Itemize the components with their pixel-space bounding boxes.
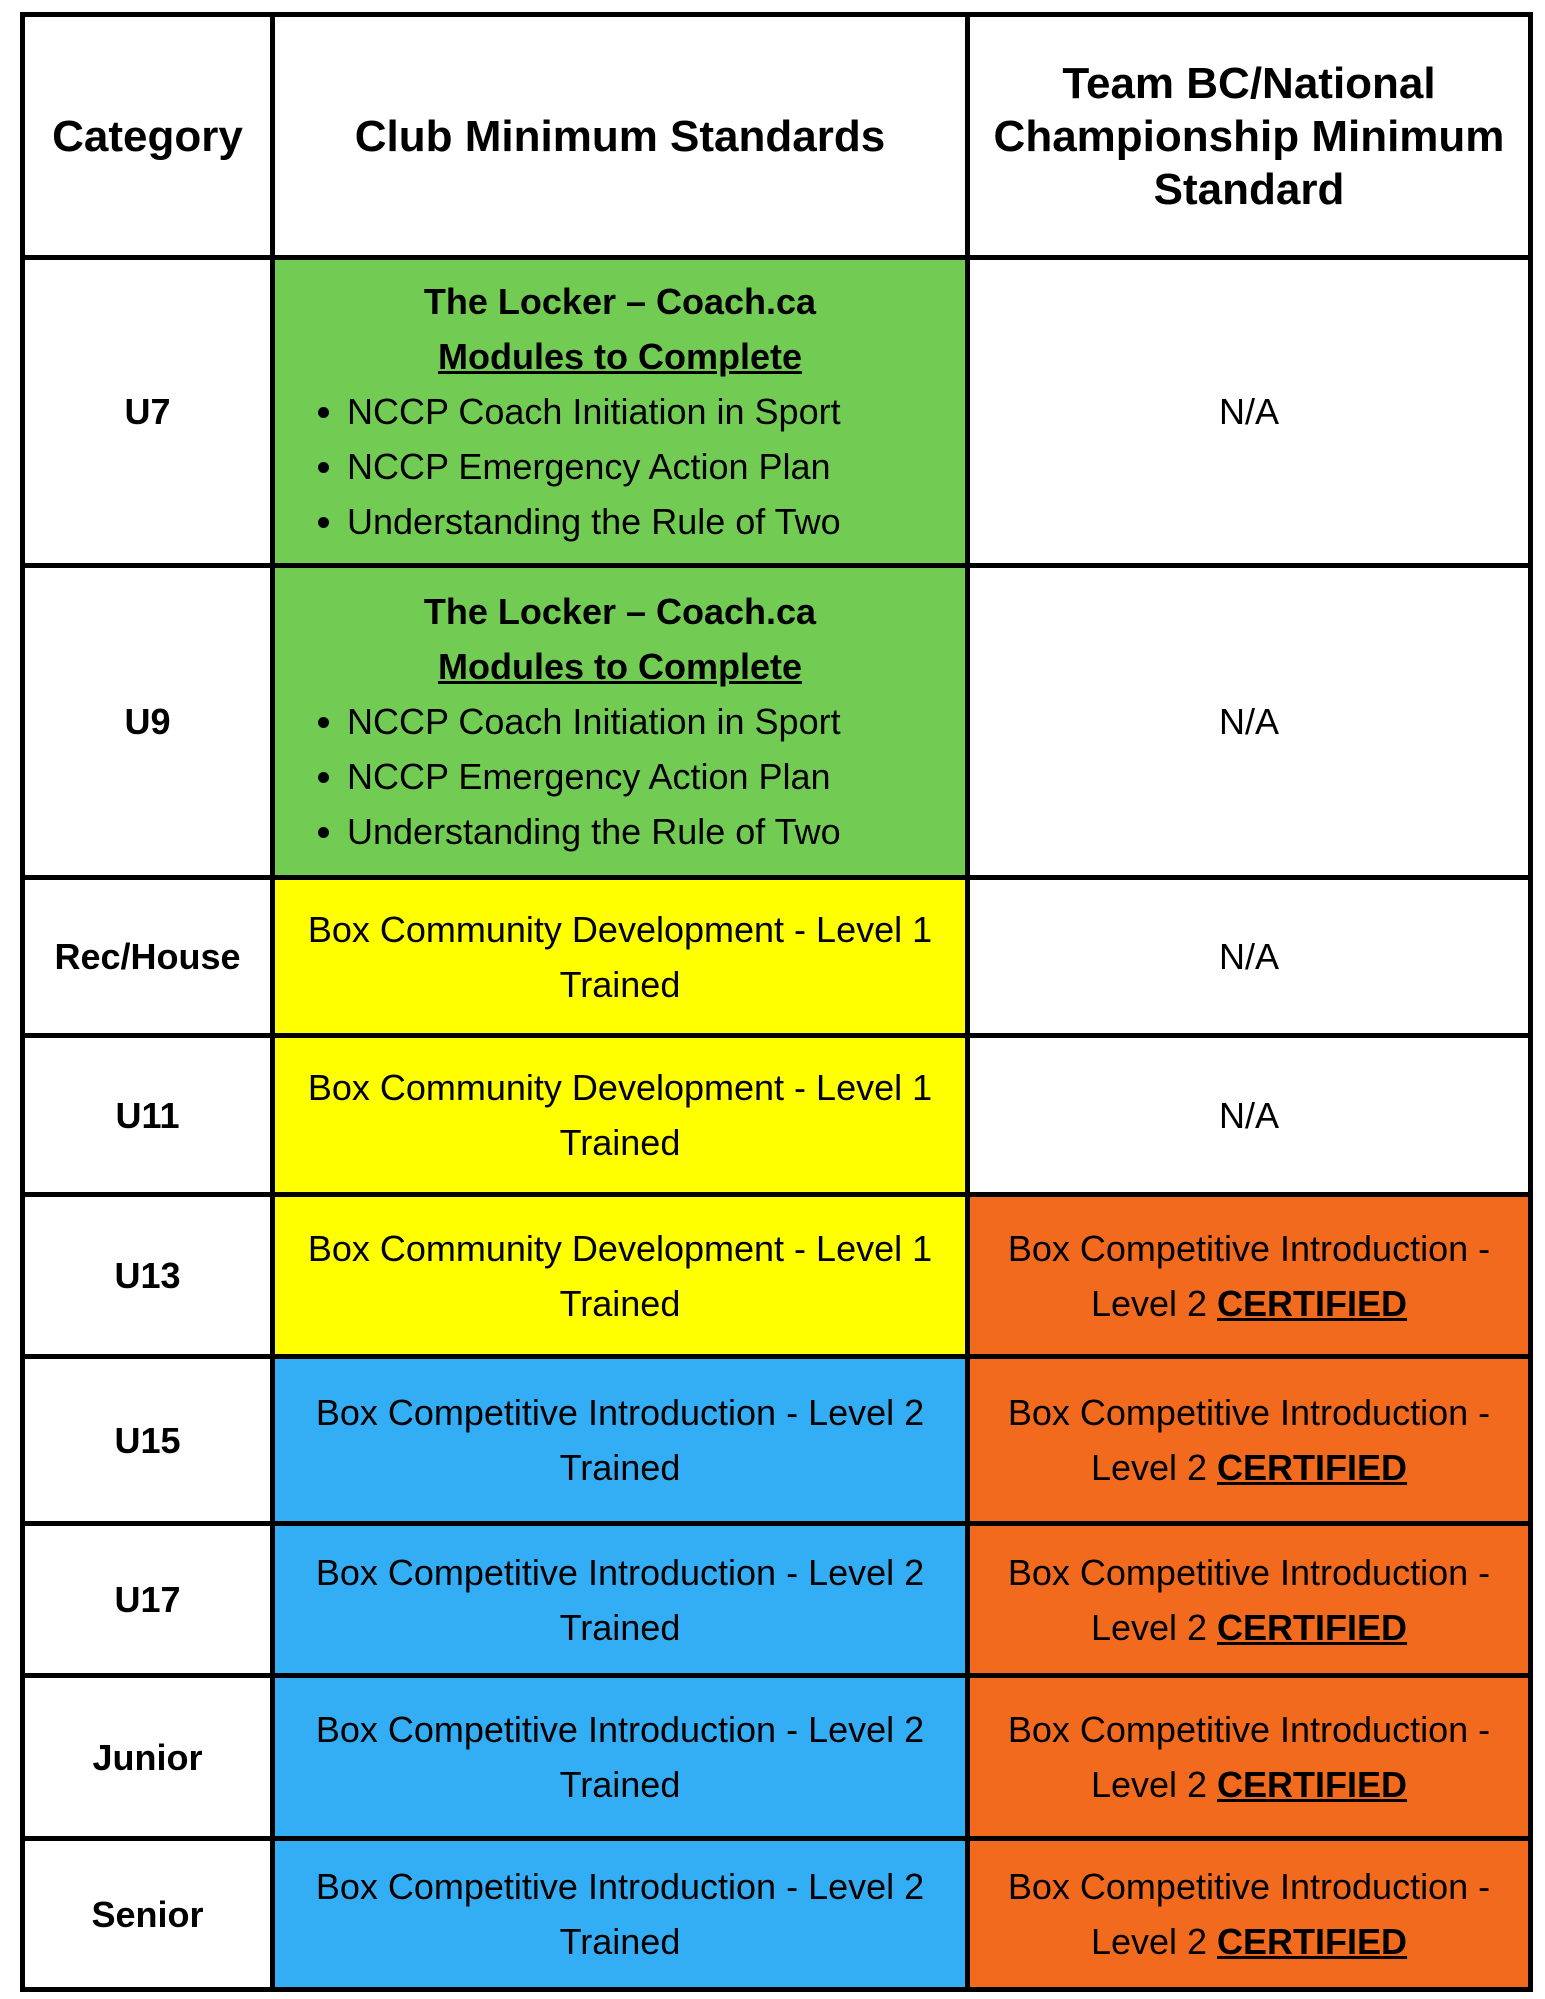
module-bullet: Understanding the Rule of Two: [347, 804, 963, 859]
club-standard-cell: The Locker – Coach.ca Modules to Complete…: [270, 563, 970, 880]
header-row: Category Club Minimum Standards Team BC/…: [20, 12, 1533, 260]
cell-text: Box Competitive Introduction - Level 2 T…: [315, 1392, 925, 1488]
table-row: Junior Box Competitive Introduction - Lev…: [20, 1673, 1533, 1841]
module-bullet: Understanding the Rule of Two: [347, 494, 963, 549]
module-bullet: NCCP Emergency Action Plan: [347, 749, 963, 804]
club-standard-cell: Box Competitive Introduction - Level 2 T…: [270, 1836, 970, 1992]
module-bullet: NCCP Coach Initiation in Sport: [347, 384, 963, 439]
coaching-standards-table: Category Club Minimum Standards Team BC/…: [20, 12, 1533, 1992]
module-bullet: NCCP Coach Initiation in Sport: [347, 694, 963, 749]
team-standard-cell: N/A: [965, 1033, 1533, 1197]
header-team-bc-standard: Team BC/National Championship Minimum St…: [965, 12, 1533, 260]
modules-subtitle: Modules to Complete: [437, 646, 802, 687]
cell-text: Box Competitive Introduction - Level 2 C…: [1008, 1552, 1490, 1648]
club-standard-cell: Box Community Development - Level 1 Trai…: [270, 1033, 970, 1197]
cell-text: Box Community Development - Level 1 Trai…: [307, 908, 933, 1005]
table-row: U13 Box Community Development - Level 1 T…: [20, 1192, 1533, 1359]
modules-block: The Locker – Coach.ca Modules to Complete…: [278, 584, 963, 859]
certified-prefix: Box Competitive Introduction - Level 2: [1007, 1866, 1491, 1962]
table-row: Rec/House Box Community Development - Lev…: [20, 875, 1533, 1038]
club-standard-cell: Box Competitive Introduction - Level 2 T…: [270, 1521, 970, 1678]
table-row: U9 The Locker – Coach.ca Modules to Comple…: [20, 563, 1533, 880]
club-standard-cell: Box Community Development - Level 1 Trai…: [270, 1192, 970, 1359]
club-standard-cell: Box Competitive Introduction - Level 2 T…: [270, 1354, 970, 1526]
cell-text: Box Community Development - Level 1 Trai…: [307, 1227, 933, 1324]
modules-list: NCCP Coach Initiation in SportNCCP Emerg…: [278, 384, 963, 549]
certified-prefix: Box Competitive Introduction - Level 2: [1007, 1392, 1491, 1488]
certified-label: CERTIFIED: [1217, 1282, 1408, 1324]
cell-text: Box Competitive Introduction - Level 2 T…: [315, 1551, 925, 1648]
locker-title: The Locker – Coach.ca: [423, 591, 817, 632]
modules-block: The Locker – Coach.ca Modules to Complete…: [278, 274, 963, 549]
category-cell: Senior: [20, 1836, 275, 1992]
cell-text: Box Competitive Introduction - Level 2 T…: [315, 1709, 925, 1805]
cell-text: Box Competitive Introduction - Level 2 T…: [315, 1866, 925, 1962]
certified-label: CERTIFIED: [1217, 1447, 1408, 1488]
modules-subtitle: Modules to Complete: [437, 336, 802, 377]
category-cell: U13: [20, 1192, 275, 1359]
certified-label: CERTIFIED: [1217, 1606, 1408, 1648]
category-cell: U9: [20, 563, 275, 880]
club-standard-cell: Box Competitive Introduction - Level 2 T…: [270, 1673, 970, 1841]
cell-text: Box Competitive Introduction - Level 2 C…: [1008, 1866, 1490, 1962]
cell-text: N/A: [1218, 1094, 1279, 1136]
team-standard-cell: Box Competitive Introduction - Level 2 C…: [965, 1836, 1533, 1992]
team-standard-cell: N/A: [965, 255, 1533, 568]
team-standard-cell: N/A: [965, 875, 1533, 1038]
certified-prefix: Box Competitive Introduction - Level 2: [1007, 1709, 1491, 1805]
team-standard-cell: Box Competitive Introduction - Level 2 C…: [965, 1354, 1533, 1526]
header-club-minimum-standards: Club Minimum Standards: [270, 12, 970, 260]
cell-text: N/A: [1218, 701, 1279, 742]
modules-list: NCCP Coach Initiation in SportNCCP Emerg…: [278, 694, 963, 859]
header-category: Category: [20, 12, 275, 260]
category-cell: U7: [20, 255, 275, 568]
locker-title: The Locker – Coach.ca: [423, 281, 817, 322]
team-standard-cell: N/A: [965, 563, 1533, 880]
cell-text: Box Competitive Introduction - Level 2 C…: [1008, 1228, 1490, 1324]
category-cell: U15: [20, 1354, 275, 1526]
cell-text: Box Competitive Introduction - Level 2 C…: [1008, 1709, 1490, 1805]
team-standard-cell: Box Competitive Introduction - Level 2 C…: [965, 1521, 1533, 1678]
category-cell: Rec/House: [20, 875, 275, 1038]
certified-label: CERTIFIED: [1217, 1921, 1408, 1962]
table-row: U17 Box Competitive Introduction - Level …: [20, 1521, 1533, 1678]
cell-text: Box Community Development - Level 1 Trai…: [307, 1067, 933, 1163]
club-standard-cell: The Locker – Coach.ca Modules to Complete…: [270, 255, 970, 568]
cell-text: Box Competitive Introduction - Level 2 C…: [1008, 1392, 1490, 1488]
certified-prefix: Box Competitive Introduction - Level 2: [1007, 1551, 1491, 1648]
cell-text: N/A: [1218, 936, 1279, 977]
team-standard-cell: Box Competitive Introduction - Level 2 C…: [965, 1673, 1533, 1841]
table-row: U15 Box Competitive Introduction - Level …: [20, 1354, 1533, 1526]
club-standard-cell: Box Community Development - Level 1 Trai…: [270, 875, 970, 1038]
certified-prefix: Box Competitive Introduction - Level 2: [1007, 1227, 1491, 1324]
team-standard-cell: Box Competitive Introduction - Level 2 C…: [965, 1192, 1533, 1359]
category-cell: U11: [20, 1033, 275, 1197]
module-bullet: NCCP Emergency Action Plan: [347, 439, 963, 494]
category-cell: U17: [20, 1521, 275, 1678]
cell-text: N/A: [1218, 391, 1279, 432]
table-row: U7 The Locker – Coach.ca Modules to Comple…: [20, 255, 1533, 568]
category-cell: Junior: [20, 1673, 275, 1841]
table-row: Senior Box Competitive Introduction - Lev…: [20, 1836, 1533, 1992]
table-row: U11 Box Community Development - Level 1 T…: [20, 1033, 1533, 1197]
table-body: U7 The Locker – Coach.ca Modules to Comple…: [20, 255, 1533, 1992]
certified-label: CERTIFIED: [1217, 1764, 1408, 1805]
